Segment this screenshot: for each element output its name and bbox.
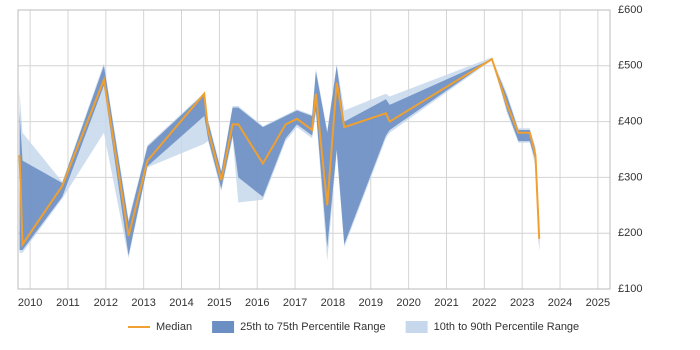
x-tick-label: 2018	[321, 297, 345, 309]
x-tick-label: 2017	[283, 297, 307, 309]
legend-label: Median	[156, 321, 192, 333]
legend-swatch	[405, 321, 428, 333]
y-tick-label: £500	[618, 60, 642, 72]
median-line	[18, 57, 541, 248]
y-tick-label: £400	[618, 116, 642, 128]
y-tick-label: £300	[618, 171, 642, 183]
legend-swatch	[212, 321, 235, 333]
y-tick-label: £600	[618, 4, 642, 16]
x-tick-label: 2014	[169, 297, 193, 309]
legend-label: 25th to 75th Percentile Range	[240, 321, 386, 333]
x-tick-label: 2025	[586, 297, 610, 309]
x-tick-label: 2024	[548, 297, 572, 309]
plot-border	[17, 9, 611, 290]
x-tick-label: 2012	[94, 297, 118, 309]
percentile-band	[19, 59, 540, 256]
legend-label: 10th to 90th Percentile Range	[434, 321, 580, 333]
x-tick-label: 2019	[359, 297, 383, 309]
x-tick-label: 2021	[434, 297, 458, 309]
x-tick-label: 2015	[207, 297, 231, 309]
x-tick-label: 2011	[56, 297, 80, 309]
x-tick-label: 2023	[510, 297, 534, 309]
y-tick-label: £200	[618, 227, 642, 239]
x-tick-label: 2013	[131, 297, 155, 309]
x-tick-label: 2010	[18, 297, 42, 309]
x-tick-label: 2016	[245, 297, 269, 309]
x-tick-label: 2022	[472, 297, 496, 309]
y-tick-label: £100	[618, 283, 642, 295]
x-tick-label: 2020	[396, 297, 420, 309]
